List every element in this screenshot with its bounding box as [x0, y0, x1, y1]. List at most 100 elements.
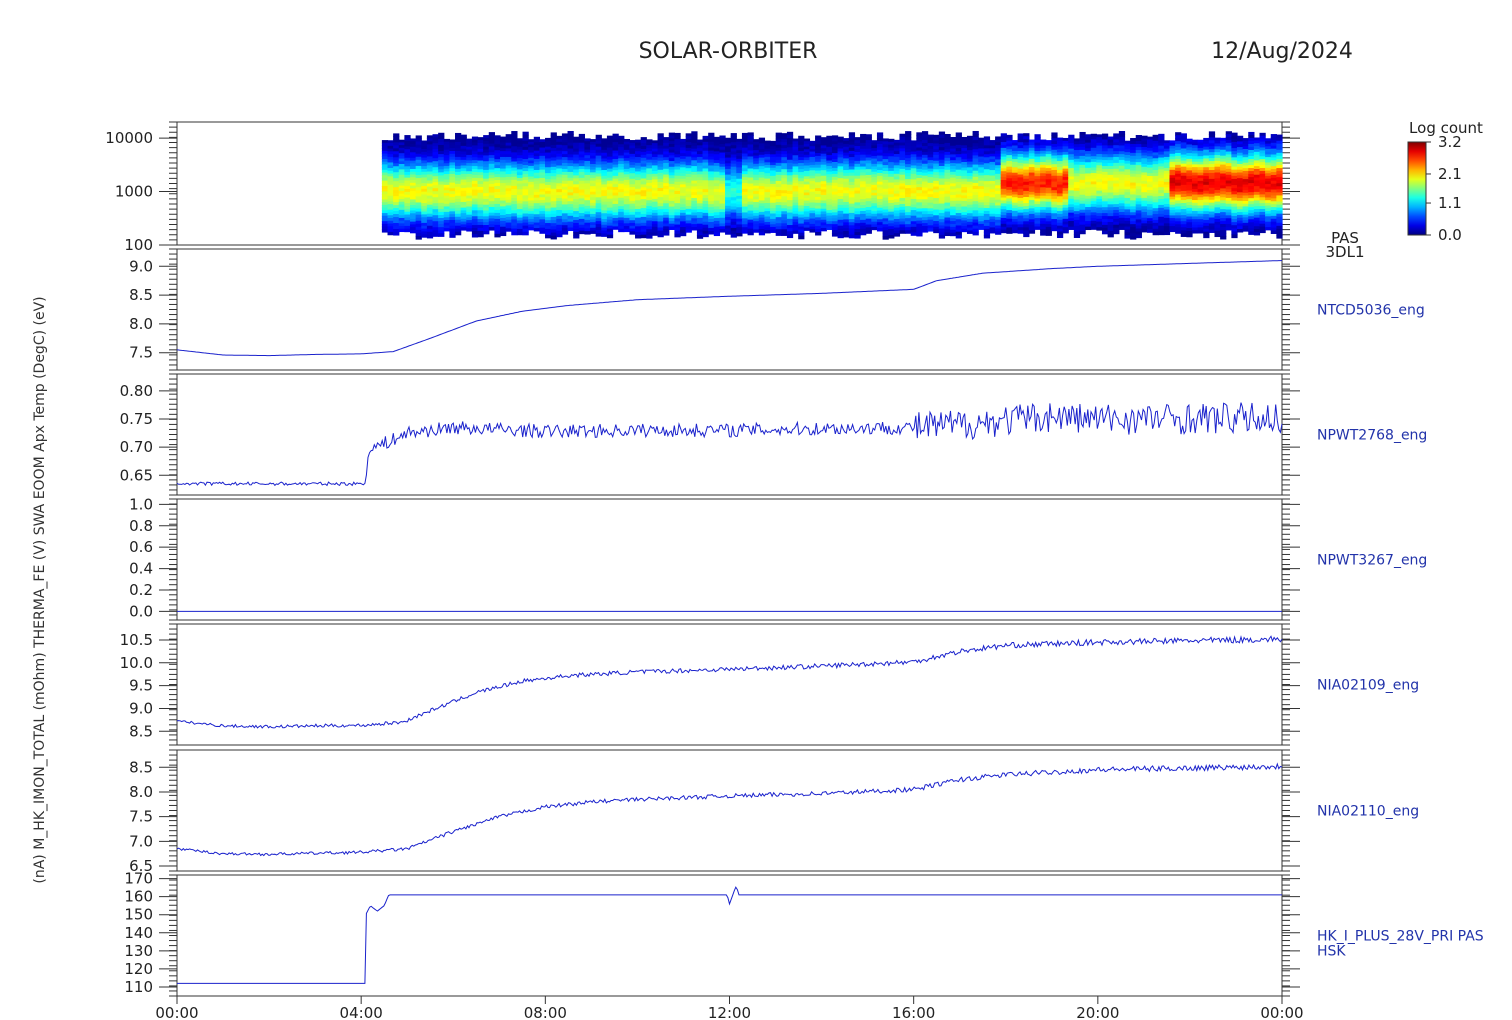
- spectrogram-cell: [567, 166, 574, 170]
- spectrogram-cell: [713, 203, 721, 208]
- spectrogram-cell: [1062, 137, 1069, 142]
- spectrogram-cell: [865, 209, 872, 214]
- spectrogram-cell: [916, 162, 923, 167]
- spectrogram-cell: [882, 236, 889, 240]
- spectrogram-cell: [651, 154, 659, 158]
- spectrogram-cell: [494, 212, 501, 217]
- spectrogram-cell: [1028, 194, 1036, 198]
- spectrogram-cell: [466, 211, 473, 216]
- spectrogram-cell: [803, 197, 811, 202]
- spectrogram-cell: [494, 203, 501, 208]
- spectrogram-cell: [685, 156, 692, 161]
- spectrogram-cell: [876, 155, 884, 160]
- spectrogram-cell: [719, 149, 726, 154]
- spectrogram-cell: [893, 221, 901, 226]
- spectrogram-cell: [972, 210, 979, 215]
- spectrogram-cell: [421, 231, 428, 235]
- spectrogram-cell: [1017, 142, 1024, 146]
- spectrogram-cell: [927, 162, 934, 167]
- spectrogram-cell: [843, 140, 850, 145]
- spectrogram-cell: [505, 194, 512, 198]
- y-tick-label: 10000: [105, 129, 153, 147]
- spectrogram-cell: [719, 172, 726, 176]
- spectrogram-cell: [1124, 186, 1131, 190]
- spectrogram-cell: [590, 222, 597, 226]
- spectrogram-cell: [432, 194, 439, 198]
- spectrogram-cell: [1152, 208, 1159, 212]
- spectrogram-cell: [803, 181, 811, 186]
- spectrogram-cell: [1101, 189, 1109, 194]
- spectrogram-cell: [905, 176, 912, 180]
- spectrogram-cell: [1186, 176, 1193, 180]
- spectrogram-cell: [865, 160, 872, 164]
- spectrogram-cell: [387, 231, 394, 236]
- spectrogram-cell: [888, 185, 895, 189]
- spectrogram-cell: [966, 230, 974, 234]
- spectrogram-cell: [505, 191, 512, 195]
- spectrogram-cell: [950, 142, 957, 147]
- spectrogram-cell: [657, 212, 664, 216]
- spectrogram-cell: [719, 192, 726, 196]
- spectrogram-cell: [618, 178, 625, 182]
- spectrogram-cell: [747, 132, 754, 137]
- spectrogram-cell: [1175, 209, 1182, 213]
- spectrogram-cell: [831, 227, 839, 231]
- spectrogram-cell: [438, 227, 445, 231]
- spectrogram-cell: [488, 224, 495, 228]
- spectrogram-cell: [685, 223, 692, 227]
- spectrogram-cell: [910, 215, 917, 220]
- spectrogram-cell: [786, 156, 794, 161]
- spectrogram-cell: [1135, 219, 1142, 224]
- spectrogram-cell: [511, 143, 518, 147]
- spectrogram-cell: [533, 208, 541, 213]
- spectrogram-cell: [944, 211, 951, 216]
- spectrogram-cell: [820, 183, 827, 188]
- spectrogram-cell: [854, 146, 861, 150]
- spectrogram-cell: [1186, 216, 1193, 220]
- spectrogram-cell: [415, 208, 422, 213]
- spectrogram-cell: [646, 206, 653, 210]
- spectrogram-cell: [736, 204, 743, 208]
- spectrogram-cell: [820, 227, 827, 232]
- spectrogram-cell: [1023, 172, 1030, 177]
- spectrogram-cell: [685, 168, 692, 172]
- spectrogram-cell: [398, 147, 405, 152]
- spectrogram-cell: [921, 205, 929, 209]
- spectrogram-cell: [1068, 179, 1075, 183]
- spectrogram-cell: [539, 180, 546, 185]
- spectrogram-cell: [854, 163, 861, 168]
- spectrogram-cell: [736, 153, 743, 157]
- spectrogram-cell: [854, 175, 861, 180]
- spectrogram-cell: [398, 193, 405, 197]
- spectrogram-cell: [831, 224, 839, 228]
- spectrogram-cell: [708, 156, 715, 161]
- spectrogram-cell: [736, 215, 743, 220]
- spectrogram-cell: [708, 132, 715, 137]
- spectrogram-cell: [837, 210, 844, 215]
- spectrogram-cell: [657, 218, 664, 223]
- spectrogram-cell: [831, 212, 839, 216]
- spectrogram-cell: [820, 200, 827, 204]
- spectrogram-cell: [685, 214, 692, 219]
- spectrogram-cell: [921, 187, 929, 192]
- spectrogram-cell: [606, 234, 614, 239]
- spectrogram-cell: [1169, 196, 1176, 200]
- spectrogram-cell: [978, 148, 985, 152]
- spectrogram-cell: [1006, 134, 1013, 139]
- spectrogram-cell: [561, 231, 569, 235]
- spectrogram-cell: [916, 187, 923, 191]
- spectrogram-cell: [865, 221, 872, 226]
- spectrogram-cell: [539, 200, 546, 204]
- spectrogram-cell: [1028, 200, 1036, 204]
- spectrogram-cell: [1017, 197, 1024, 202]
- spectrogram-cell: [978, 186, 985, 190]
- spectrogram-cell: [713, 200, 721, 205]
- spectrogram-cell: [1017, 227, 1024, 231]
- spectrogram-cell: [1090, 212, 1097, 216]
- spectrogram-cell: [421, 146, 428, 150]
- spectrogram-cell: [1062, 196, 1069, 200]
- spectrogram-cell: [725, 222, 732, 227]
- spectrogram-cell: [905, 194, 912, 198]
- spectrogram-cell: [410, 166, 417, 170]
- spectrogram-cell: [1186, 213, 1193, 218]
